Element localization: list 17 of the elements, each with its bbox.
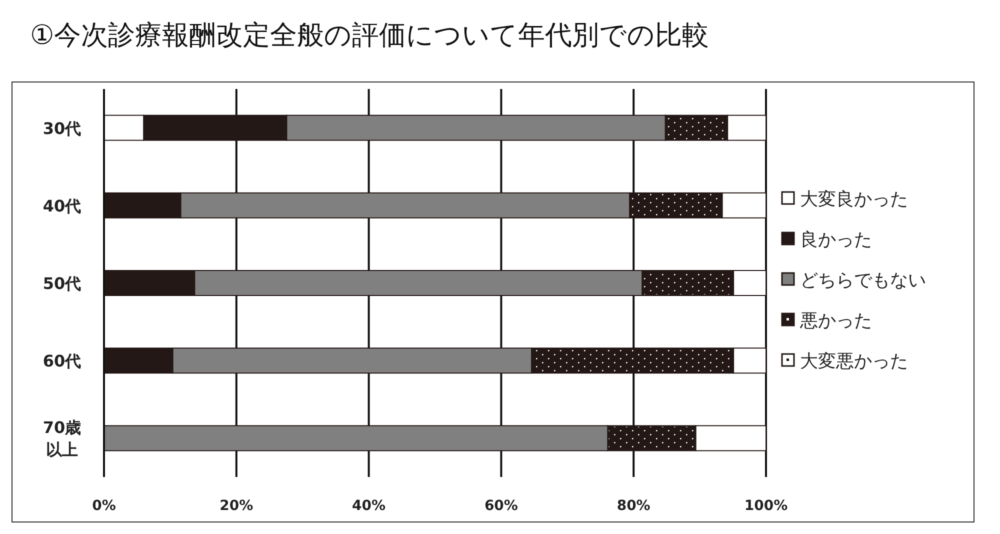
x-tick-label: 80% [616, 498, 650, 514]
y-tick-label: 30代 [42, 118, 82, 138]
legend-label: 良かった [800, 230, 872, 250]
y-tick-label: 50代 [42, 274, 82, 293]
x-tick-label: 0% [92, 498, 116, 514]
x-tick-label: 100% [744, 498, 788, 514]
legend-label: どちらでもない [800, 270, 926, 291]
x-tick-label: 20% [220, 498, 254, 514]
x-tick-label: 60% [484, 498, 518, 514]
y-tick-label: 60代 [42, 352, 82, 371]
chart-title: ①今次診療報酬改定全般の評価について年代別での比較 [30, 20, 710, 51]
y-tick-label: 40代 [42, 196, 82, 216]
y-tick-label: 70歳以上 [42, 418, 82, 460]
legend-label: 悪かった [799, 310, 872, 332]
legend-label: 大変良かった [800, 189, 908, 210]
legend-label: 大変悪かった [800, 351, 908, 372]
x-tick-label: 40% [352, 498, 386, 514]
